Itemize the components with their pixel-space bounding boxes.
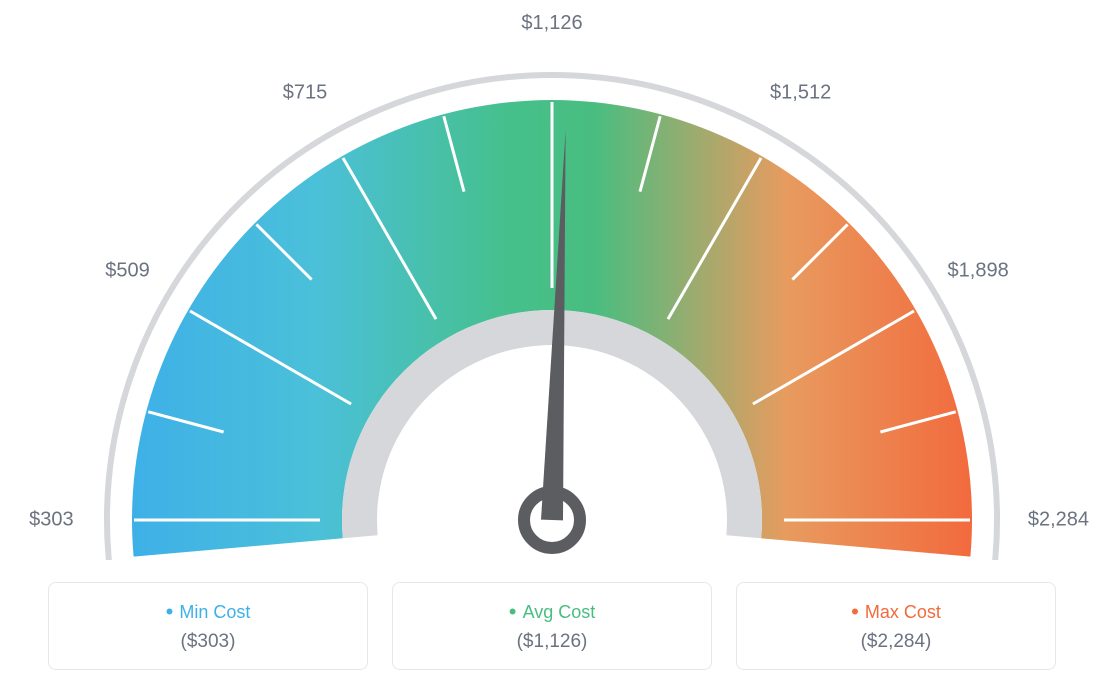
legend-avg-box: Avg Cost ($1,126) <box>392 582 712 670</box>
legend-min-box: Min Cost ($303) <box>48 582 368 670</box>
legend-min-title: Min Cost <box>69 599 347 625</box>
legend-max-title: Max Cost <box>757 599 1035 625</box>
gauge-tick-label: $303 <box>29 509 74 532</box>
gauge-tick-label: $1,512 <box>770 82 831 105</box>
gauge-tick-label: $509 <box>105 259 150 282</box>
legend-avg-value: ($1,126) <box>413 631 691 653</box>
gauge-tick-label: $2,284 <box>1028 509 1089 532</box>
legend-min-value: ($303) <box>69 631 347 653</box>
gauge-svg <box>0 20 1104 560</box>
gauge-tick-label: $1,126 <box>521 12 582 35</box>
gauge-tick-label: $1,898 <box>948 259 1009 282</box>
gauge-chart: $303 $509 $715 $1,126 $1,512 $1,898 $2,284 <box>0 0 1104 560</box>
legend-avg-title: Avg Cost <box>413 599 691 625</box>
legend-row: Min Cost ($303) Avg Cost ($1,126) Max Co… <box>0 582 1104 670</box>
legend-max-box: Max Cost ($2,284) <box>736 582 1056 670</box>
legend-max-value: ($2,284) <box>757 631 1035 653</box>
gauge-tick-label: $715 <box>283 82 328 105</box>
